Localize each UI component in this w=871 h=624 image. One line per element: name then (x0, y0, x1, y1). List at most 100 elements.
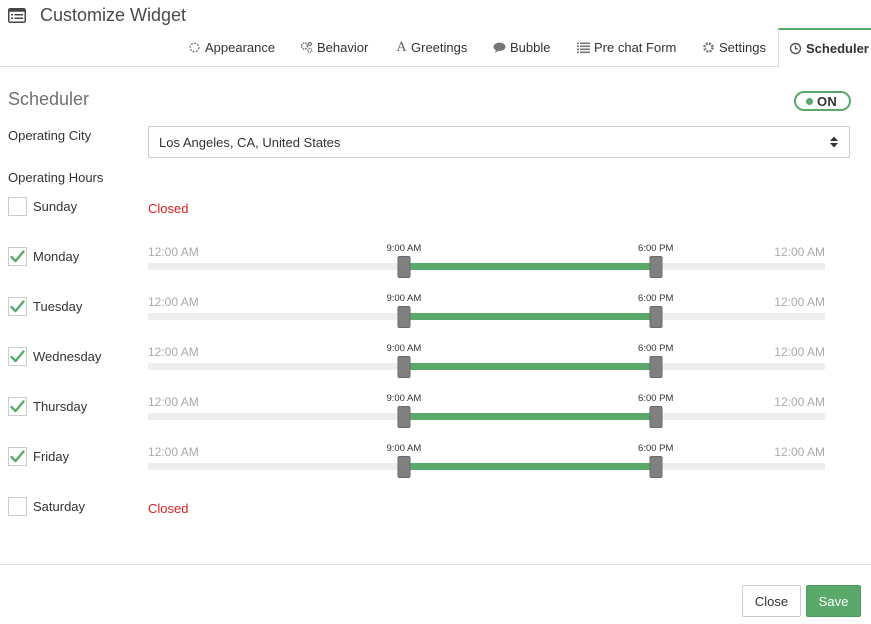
day-row-tuesday: Tuesday 12:00 AM 12:00 AM 9:00 AM 6:00 PM (0, 293, 871, 345)
gears-icon (300, 41, 313, 54)
start-handle[interactable] (397, 456, 411, 478)
day-checkbox-saturday[interactable] (8, 497, 27, 516)
operating-city-label: Operating City (8, 128, 92, 143)
checkmark-icon (10, 300, 25, 313)
end-handle[interactable] (649, 406, 663, 428)
checkmark-icon (10, 400, 25, 413)
page-title: Customize Widget (40, 5, 187, 25)
end-handle[interactable] (649, 356, 663, 378)
range-max-label: 12:00 AM (774, 445, 825, 459)
day-label: Monday (33, 249, 80, 264)
range-min-label: 12:00 AM (148, 295, 199, 309)
checkmark-icon (10, 450, 25, 463)
day-row-thursday: Thursday 12:00 AM 12:00 AM 9:00 AM 6:00 PM (0, 393, 871, 445)
tab-label: Behavior (317, 40, 369, 55)
tab-label: Appearance (205, 40, 276, 55)
range-min-label: 12:00 AM (148, 445, 199, 459)
range-min-label: 12:00 AM (148, 395, 199, 409)
end-handle[interactable] (649, 306, 663, 328)
day-row-saturday: Saturday Closed (0, 495, 871, 545)
start-handle[interactable] (397, 356, 411, 378)
list-icon (577, 41, 590, 54)
tab-pre-chat-form[interactable]: Pre chat Form (577, 28, 676, 67)
gear-icon (702, 41, 715, 54)
tab-label: Bubble (510, 40, 551, 55)
slider-selected-range (403, 413, 656, 420)
day-checkbox-wednesday[interactable] (8, 347, 27, 366)
day-row-sunday: Sunday Closed (0, 195, 871, 245)
select-caret-icon (830, 136, 838, 148)
end-time-label: 6:00 PM (638, 243, 674, 254)
day-label: Saturday (33, 499, 86, 514)
section-title: Scheduler (8, 89, 90, 109)
day-checkbox-tuesday[interactable] (8, 297, 27, 316)
end-time-label: 6:00 PM (638, 393, 674, 404)
day-checkbox-thursday[interactable] (8, 397, 27, 416)
hours-range-slider[interactable]: 12:00 AM 12:00 AM 9:00 AM 6:00 PM (148, 343, 825, 385)
sun-icon (188, 41, 201, 54)
start-time-label: 9:00 AM (386, 443, 422, 454)
hours-range-slider[interactable]: 12:00 AM 12:00 AM 9:00 AM 6:00 PM (148, 393, 825, 435)
tab-scheduler[interactable]: Scheduler (778, 28, 871, 68)
operating-city-value: Los Angeles, CA, United States (159, 134, 341, 150)
tab-appearance[interactable]: Appearance (188, 28, 275, 67)
end-time-label: 6:00 PM (638, 293, 674, 304)
tab-greetings[interactable]: A Greetings (396, 28, 468, 67)
list-window-icon (8, 8, 26, 23)
slider-selected-range (403, 263, 656, 270)
checkmark-icon (10, 350, 25, 363)
save-button[interactable]: Save (806, 585, 861, 617)
day-checkbox-friday[interactable] (8, 447, 27, 466)
toggle-dot-icon (806, 97, 813, 105)
closed-status: Closed (148, 201, 189, 216)
range-min-label: 12:00 AM (148, 345, 199, 359)
font-icon: A (396, 40, 407, 55)
hours-range-slider[interactable]: 12:00 AM 12:00 AM 9:00 AM 6:00 PM (148, 443, 825, 485)
start-time-label: 9:00 AM (386, 393, 422, 404)
start-time-label: 9:00 AM (386, 243, 422, 254)
day-row-wednesday: Wednesday 12:00 AM 12:00 AM 9:00 AM 6:00 PM (0, 343, 871, 395)
checkmark-icon (10, 250, 25, 263)
range-min-label: 12:00 AM (148, 245, 199, 259)
end-handle[interactable] (649, 256, 663, 278)
start-handle[interactable] (397, 256, 411, 278)
tab-behavior[interactable]: Behavior (300, 28, 368, 67)
slider-selected-range (403, 463, 656, 470)
operating-hours-label: Operating Hours (8, 170, 104, 185)
day-row-monday: Monday 12:00 AM 12:00 AM 9:00 AM 6:00 PM (0, 243, 871, 295)
start-handle[interactable] (397, 306, 411, 328)
day-checkbox-monday[interactable] (8, 247, 27, 266)
tab-label: Pre chat Form (594, 40, 677, 55)
day-checkbox-sunday[interactable] (8, 197, 27, 216)
end-time-label: 6:00 PM (638, 443, 674, 454)
start-time-label: 9:00 AM (386, 343, 422, 354)
end-handle[interactable] (649, 456, 663, 478)
tab-label: Greetings (411, 40, 468, 55)
range-max-label: 12:00 AM (774, 395, 825, 409)
tab-label: Scheduler (806, 41, 869, 56)
clock-icon (789, 42, 802, 55)
start-handle[interactable] (397, 406, 411, 428)
toggle-label: ON (817, 93, 838, 109)
close-button[interactable]: Close (742, 585, 801, 617)
slider-selected-range (403, 313, 656, 320)
hours-range-slider[interactable]: 12:00 AM 12:00 AM 9:00 AM 6:00 PM (148, 293, 825, 335)
slider-selected-range (403, 363, 656, 370)
closed-status: Closed (148, 501, 189, 516)
modal-header: Customize Widget (0, 0, 871, 34)
hours-range-slider[interactable]: 12:00 AM 12:00 AM 9:00 AM 6:00 PM (148, 243, 825, 285)
range-max-label: 12:00 AM (774, 345, 825, 359)
range-max-label: 12:00 AM (774, 295, 825, 309)
tab-settings[interactable]: Settings (702, 28, 766, 67)
end-time-label: 6:00 PM (638, 343, 674, 354)
day-label: Tuesday (33, 299, 83, 314)
day-label: Wednesday (33, 349, 102, 364)
day-label: Thursday (33, 399, 88, 414)
tab-bar: Appearance Behavior A Greetings Bubble P… (0, 28, 871, 68)
day-row-friday: Friday 12:00 AM 12:00 AM 9:00 AM 6:00 PM (0, 443, 871, 495)
scheduler-toggle[interactable]: ON (794, 91, 851, 111)
range-max-label: 12:00 AM (774, 245, 825, 259)
operating-city-select[interactable]: Los Angeles, CA, United States (148, 126, 850, 158)
tab-bubble[interactable]: Bubble (493, 28, 550, 67)
start-time-label: 9:00 AM (386, 293, 422, 304)
